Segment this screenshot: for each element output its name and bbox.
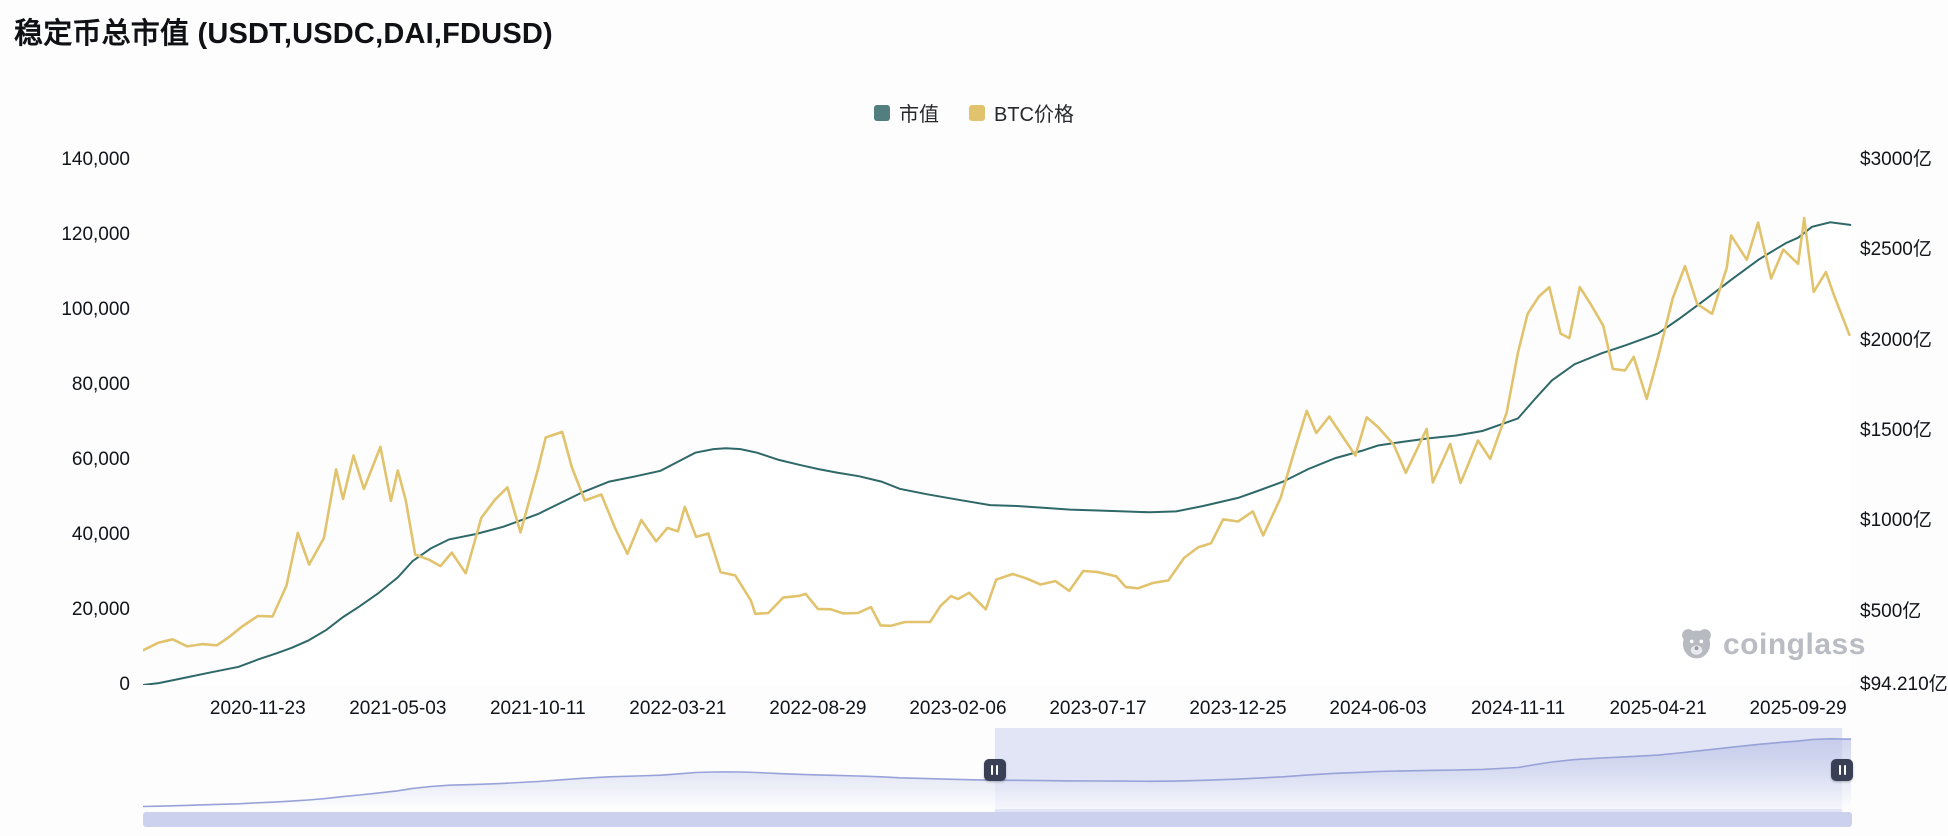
pause-icon (991, 765, 998, 775)
axis-tick-label: 2021-10-11 (490, 698, 586, 720)
axis-tick-label: 2022-03-21 (629, 698, 726, 720)
axis-tick-label: 2024-06-03 (1329, 698, 1426, 720)
axis-tick-label: 2023-02-06 (909, 698, 1006, 720)
navigator-right-handle[interactable] (1831, 759, 1853, 781)
axis-tick-label: 80,000 (72, 374, 130, 396)
axis-tick-label: 2025-04-21 (1609, 698, 1706, 720)
main-chart[interactable] (143, 160, 1852, 685)
axis-tick-label: 0 (119, 674, 130, 696)
axis-tick-label: 140,000 (61, 149, 130, 171)
axis-tick-label: 40,000 (72, 524, 130, 546)
page: { "title": "稳定币总市值 (USDT,USDC,DAI,FDUSD)… (0, 0, 1948, 836)
legend-swatch-icon (874, 105, 890, 121)
axis-tick-label: $94.210亿 (1860, 674, 1948, 696)
range-navigator[interactable] (143, 728, 1852, 827)
axis-tick-label: 2021-05-03 (349, 698, 446, 720)
axis-tick-label: $1500亿 (1860, 420, 1932, 442)
axis-tick-label: $2500亿 (1860, 239, 1932, 261)
axis-tick-label: $2000亿 (1860, 330, 1932, 352)
navigator-scrollbar[interactable] (143, 812, 1852, 827)
legend-label: 市值 (899, 98, 939, 127)
pause-icon (1839, 765, 1846, 775)
axis-tick-label: $500亿 (1860, 601, 1921, 623)
axis-tick-label: 60,000 (72, 449, 130, 471)
axis-tick-label: 2022-08-29 (769, 698, 866, 720)
axis-tick-label: 2025-09-29 (1749, 698, 1846, 720)
axis-tick-label: 20,000 (72, 599, 130, 621)
axis-tick-label: 2023-12-25 (1189, 698, 1286, 720)
axis-tick-label: 100,000 (61, 299, 130, 321)
marketcap-area (143, 222, 1851, 685)
legend-item-btc-price[interactable]: BTC价格 (969, 98, 1074, 127)
axis-tick-label: $3000亿 (1860, 149, 1932, 171)
axis-tick-label: 2023-07-17 (1049, 698, 1146, 720)
axis-tick-label: 2020-11-23 (210, 698, 306, 720)
legend: 市值 BTC价格 (0, 98, 1948, 127)
axis-tick-label: 120,000 (61, 224, 130, 246)
legend-item-marketcap[interactable]: 市值 (874, 98, 939, 127)
legend-swatch-icon (969, 105, 985, 121)
x-axis: 2020-11-23 2021-05-03 2021-10-11 2022-03-21… (143, 698, 1852, 726)
axis-tick-label: 2024-11-11 (1471, 698, 1565, 720)
page-title: 稳定币总市值 (USDT,USDC,DAI,FDUSD) (14, 10, 553, 52)
legend-label: BTC价格 (994, 98, 1074, 127)
navigator-left-handle[interactable] (984, 759, 1006, 781)
axis-tick-label: $1000亿 (1860, 510, 1932, 532)
